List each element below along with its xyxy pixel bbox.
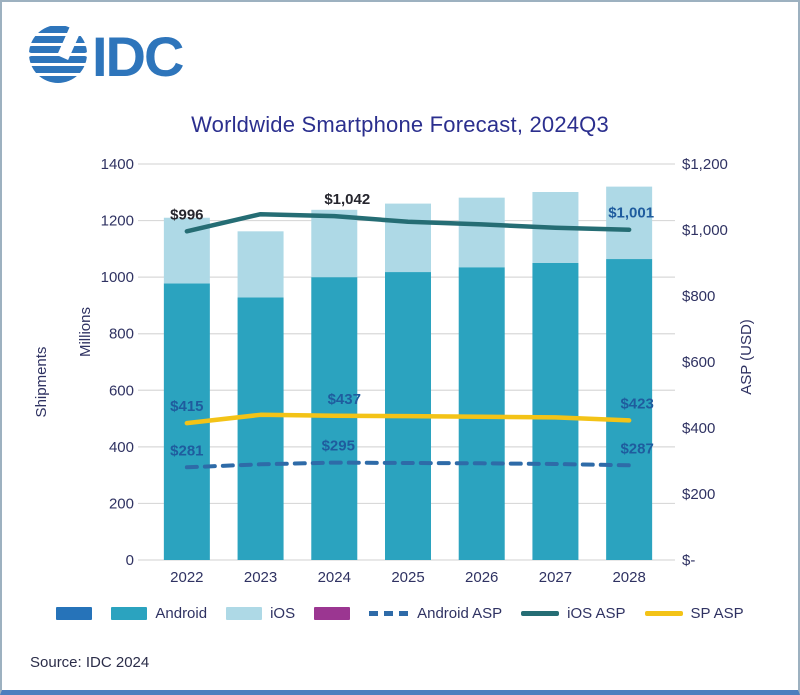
- left-axis-tick: 600: [109, 382, 134, 399]
- legend-item-android-asp: Android ASP: [369, 605, 502, 622]
- right-axis-tick: $1,200: [682, 156, 728, 173]
- bar-android-2026: [458, 267, 505, 560]
- data-label-ios-asp: $1,042: [324, 191, 370, 208]
- x-axis-label: 2027: [539, 569, 572, 586]
- bar-android-2023: [237, 297, 284, 560]
- x-axis-label: 2022: [170, 569, 203, 586]
- data-label-ios-asp: $1,001: [608, 205, 654, 222]
- legend-swatch: [111, 607, 148, 620]
- bar-android-2028: [606, 259, 653, 560]
- bar-ios-2023: [237, 231, 284, 298]
- left-axis-tick: 200: [109, 495, 134, 512]
- legend-label: Android: [155, 605, 208, 622]
- bar-ios-2026: [458, 197, 505, 268]
- legend-item-android: Android: [111, 605, 207, 622]
- x-axis-label: 2026: [465, 569, 498, 586]
- bar-ios-2024: [311, 209, 358, 278]
- chart-title: Worldwide Smartphone Forecast, 2024Q3: [191, 112, 609, 137]
- bar-ios-2028: [606, 186, 653, 260]
- legend-item-sp-asp: SP ASP: [644, 605, 744, 622]
- bar-android-2024: [311, 277, 358, 560]
- x-axis-label: 2024: [318, 569, 351, 586]
- data-label-ios-asp: $996: [170, 206, 203, 223]
- data-label-android-asp: $295: [322, 438, 355, 455]
- legend-label: Android ASP: [417, 605, 503, 622]
- right-axis-tick: $600: [682, 354, 715, 371]
- legend-swatch: [226, 607, 263, 620]
- forecast-chart: 0 200 400 600 800 1000 1200 1400 $- $200 $400 $600 $…: [33, 156, 755, 586]
- idc-logo: IDC: [28, 13, 188, 91]
- right-axis-title: ASP (USD): [738, 319, 755, 395]
- data-label-sp-asp: $437: [328, 391, 361, 408]
- left-axis-tick: 800: [109, 326, 134, 343]
- left-axis-tick: 400: [109, 439, 134, 456]
- legend-swatch: [521, 611, 560, 616]
- x-axis-label: 2023: [244, 569, 277, 586]
- legend-item-ios-asp: iOS ASP: [521, 605, 626, 622]
- idc-globe-icon: IDC: [29, 13, 185, 88]
- legend-item-unlabeled-3: [314, 607, 351, 620]
- x-axis-label: 2028: [612, 569, 645, 586]
- right-axis-tick: $-: [682, 552, 695, 569]
- data-label-android-asp: $281: [170, 442, 203, 459]
- line-android-asp: [184, 460, 632, 470]
- left-axis-tick: 1000: [101, 269, 134, 286]
- line-sp-asp: [184, 412, 632, 426]
- source-note: Source: IDC 2024: [30, 654, 150, 671]
- bar-ios-2025: [385, 203, 431, 273]
- chart-legend: Android iOS Android ASP iOS ASP SP ASP: [2, 605, 798, 622]
- data-label-android-asp: $287: [620, 440, 653, 457]
- right-axis-tick: $1,000: [682, 222, 728, 239]
- legend-item-ios: iOS: [226, 605, 295, 622]
- legend-label: iOS: [270, 605, 296, 622]
- legend-swatch: [644, 611, 683, 616]
- right-axis-tick: $200: [682, 486, 715, 503]
- idc-logo-text: IDC: [92, 25, 183, 86]
- left-axis-title: Shipments: [33, 347, 50, 418]
- data-label-sp-asp: $423: [620, 395, 653, 412]
- legend-swatch: [56, 607, 93, 620]
- right-axis-tick: $400: [682, 420, 715, 437]
- left-axis-tick: 0: [126, 552, 134, 569]
- right-axis-tick: $800: [682, 288, 715, 305]
- x-axis-label: 2025: [391, 569, 424, 586]
- legend-swatch: [369, 611, 410, 616]
- legend-label: iOS ASP: [567, 605, 626, 622]
- legend-swatch: [314, 607, 351, 620]
- left-axis-tick: 1400: [101, 156, 134, 173]
- chart-area: 0 200 400 600 800 1000 1200 1400 $- $200 $400 $600 $…: [2, 142, 798, 602]
- line-ios-asp: [184, 211, 632, 234]
- legend-label: SP ASP: [690, 605, 744, 622]
- left-axis-tick: 1200: [101, 213, 134, 230]
- data-label-sp-asp: $415: [170, 398, 203, 415]
- legend-item-unlabeled-0: [56, 607, 93, 620]
- left-axis-units-label: Millions: [77, 307, 94, 357]
- bar-android-2027: [532, 263, 579, 560]
